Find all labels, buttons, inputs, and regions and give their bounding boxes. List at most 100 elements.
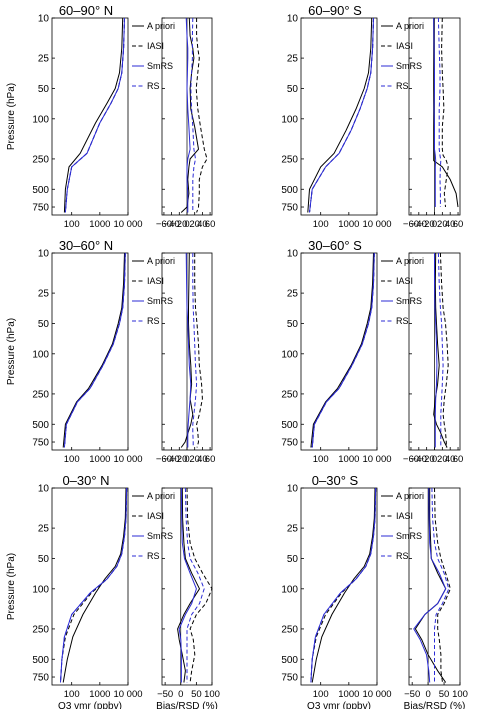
series-line-smrs — [63, 252, 126, 448]
x-tick-label: −50 — [404, 689, 420, 700]
panel-title: 30–60° N — [59, 238, 113, 253]
series-line-a-priori — [310, 252, 374, 448]
legend-label: IASI — [396, 41, 413, 51]
series-line-rs — [60, 487, 128, 683]
series-line-rs — [64, 17, 125, 213]
series-line-rs — [311, 252, 375, 448]
y-tick-label: 10 — [287, 249, 299, 260]
y-tick-label: 10 — [287, 484, 299, 495]
x-tick-label: 0 — [184, 219, 189, 230]
y-tick-label: 250 — [281, 624, 298, 635]
y-tick-label: 250 — [32, 624, 49, 635]
y-tick-label: 750 — [281, 203, 298, 214]
series-line-a-priori — [63, 17, 124, 213]
series-line-smrs-bias — [185, 17, 191, 213]
legend-label: SmRS — [147, 296, 173, 306]
series-line-a-priori-bias — [433, 18, 459, 208]
series-line-rs — [309, 17, 374, 213]
x-tick-label: 50 — [191, 689, 202, 700]
series-line-smrs-rsd — [190, 17, 197, 213]
x-tick-label: 10 000 — [362, 454, 391, 465]
y-tick-label: 25 — [38, 524, 50, 535]
x-axis-label: O3 vmr (ppbv) — [307, 701, 371, 709]
series-line-smrs — [311, 252, 375, 448]
y-tick-label: 500 — [32, 655, 49, 666]
series-line-iasi — [63, 252, 126, 448]
series-line-rs — [63, 252, 126, 448]
x-axis-label: Bias/RSD (%) — [156, 701, 218, 709]
y-tick-label: 25 — [287, 524, 299, 535]
x-tick-label: −20 — [419, 219, 435, 230]
x-tick-label: −60 — [156, 454, 172, 465]
x-tick-label: 20 — [189, 454, 200, 465]
x-tick-label: 1000 — [89, 454, 110, 465]
x-tick-label: 100 — [313, 219, 329, 230]
series-line-smrs-bias — [434, 253, 438, 448]
y-tick-label: 750 — [32, 438, 49, 449]
vmr-panel: 10 25 50 100 250 500 750 100 1000 10 000 0–30° N Pr… — [6, 473, 175, 709]
y-tick-label: 100 — [32, 349, 49, 360]
vmr-panel: 10 25 50 100 250 500 750 100 1000 10 000 30–60° S A… — [281, 238, 424, 465]
legend-label: A priori — [396, 491, 424, 501]
axes-frame — [51, 487, 129, 686]
series-line-smrs — [310, 487, 377, 683]
legend-label: A priori — [396, 21, 424, 31]
y-tick-label: 500 — [281, 655, 298, 666]
series-line-a-priori — [307, 17, 373, 213]
y-tick-label: 250 — [281, 389, 298, 400]
x-tick-label: 1000 — [89, 219, 110, 230]
x-tick-label: 0 — [432, 219, 437, 230]
series-line-a-priori — [62, 252, 125, 448]
series-line-iasi — [309, 17, 374, 213]
series-line-iasi — [60, 487, 128, 683]
vmr-panel: 10 25 50 100 250 500 750 100 1000 10 000 30–60° N P… — [6, 238, 175, 465]
series-line-iasi — [310, 487, 377, 683]
series-line-a-priori — [62, 487, 127, 683]
x-tick-label: 1000 — [338, 454, 359, 465]
x-tick-label: 100 — [64, 689, 80, 700]
legend-label: IASI — [147, 276, 164, 286]
y-tick-label: 750 — [281, 438, 298, 449]
axes-frame — [300, 17, 378, 216]
panel-title: 60–90° N — [59, 3, 113, 18]
y-tick-label: 50 — [287, 554, 299, 565]
y-tick-label: 100 — [281, 584, 298, 595]
x-tick-label: 1000 — [89, 689, 110, 700]
y-tick-label: 250 — [32, 154, 49, 165]
x-tick-label: 10 000 — [113, 219, 142, 230]
panel-title: 60–90° S — [308, 3, 362, 18]
legend-label: RS — [147, 81, 160, 91]
x-tick-label: 10 000 — [362, 689, 391, 700]
series-line-a-priori-bias — [177, 487, 201, 683]
y-tick-label: 10 — [38, 14, 50, 25]
axes-frame — [51, 252, 129, 451]
x-tick-label: −20 — [171, 454, 187, 465]
legend-label: RS — [396, 81, 409, 91]
axes-frame — [300, 252, 378, 451]
y-tick-label: 50 — [287, 84, 299, 95]
x-tick-label: 60 — [205, 454, 216, 465]
y-tick-label: 10 — [287, 14, 299, 25]
y-tick-label: 500 — [281, 420, 298, 431]
y-tick-label: 50 — [38, 554, 50, 565]
series-line-smrs-bias — [413, 487, 447, 683]
x-tick-label: 0 — [425, 689, 430, 700]
x-tick-label: −60 — [156, 219, 172, 230]
series-line-a-priori-rsd — [194, 253, 203, 448]
y-tick-label: 10 — [38, 484, 50, 495]
x-tick-label: −50 — [157, 689, 173, 700]
series-line-smrs — [309, 17, 374, 213]
legend-label: SmRS — [147, 531, 173, 541]
x-tick-label: 1000 — [338, 689, 359, 700]
x-tick-label: −20 — [171, 219, 187, 230]
y-tick-label: 100 — [32, 584, 49, 595]
series-line-smrs — [64, 17, 125, 213]
x-tick-label: 0 — [178, 689, 183, 700]
legend-label: IASI — [147, 41, 164, 51]
series-line-rs — [310, 487, 377, 683]
series-line-a-priori-rsd — [434, 487, 451, 683]
